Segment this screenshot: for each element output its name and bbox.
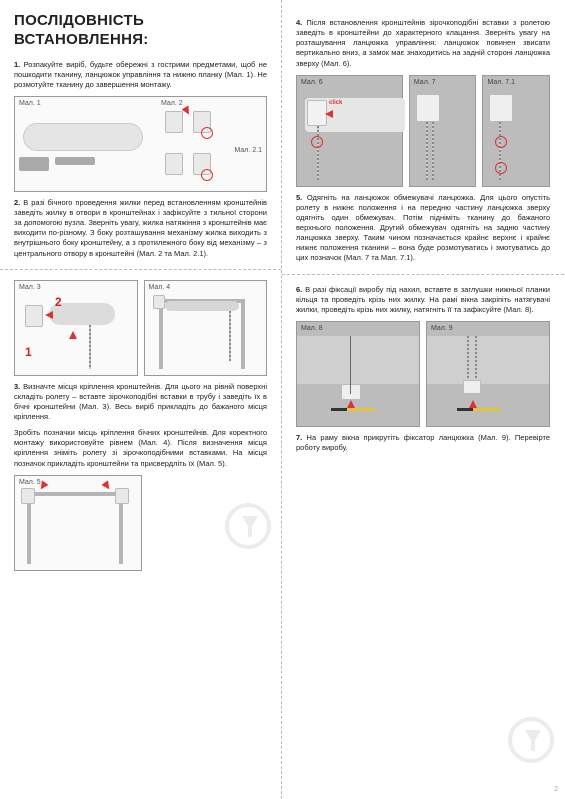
figure-7: Мал. 7 xyxy=(409,75,477,187)
figure-1-2-21: Мал. 1 Мал. 2 Мал. 2.1 xyxy=(14,96,267,192)
watermark-icon xyxy=(225,503,271,549)
fig-label-7: Мал. 7 xyxy=(414,79,436,88)
fig-label-6: Мал. 6 xyxy=(301,79,323,88)
red-number-2: 2 xyxy=(55,295,62,310)
para-4: 4. Після встановлення кронштейнів зірочк… xyxy=(296,18,550,69)
figure-row-8-9: Мал. 8 Мал. 9 xyxy=(296,321,550,427)
figure-4: Мал. 4 xyxy=(144,280,268,376)
figure-71: Мал. 7.1 xyxy=(482,75,550,187)
para-5: 5. Одягніть на ланцюжок обмежувачі ланцю… xyxy=(296,193,550,264)
figure-8: Мал. 8 xyxy=(296,321,420,427)
figure-row-3-4: Мал. 3 1 2 Мал. 4 xyxy=(14,280,267,376)
red-number-1: 1 xyxy=(25,345,32,360)
figure-6: Мал. 6 click xyxy=(296,75,403,187)
fig-label-9: Мал. 9 xyxy=(431,325,453,334)
fig-label-71: Мал. 7.1 xyxy=(487,79,515,88)
fig-label-1: Мал. 1 xyxy=(19,100,41,109)
para-6: 6. В разі фіксації виробу під нахил, вст… xyxy=(296,285,550,315)
right-column: 4. Після встановлення кронштейнів зірочк… xyxy=(282,0,564,799)
para-3b: Зробіть позначки місць кріплення бічних … xyxy=(14,428,267,469)
figure-3: Мал. 3 1 2 xyxy=(14,280,138,376)
page-title: ПОСЛІДОВНІСТЬ ВСТАНОВЛЕННЯ: xyxy=(14,12,267,50)
para-2: 2. В разі бічного проведення жилки перед… xyxy=(14,198,267,259)
page: ПОСЛІДОВНІСТЬ ВСТАНОВЛЕННЯ: 1. Розпакуйт… xyxy=(0,0,565,799)
fig-label-8: Мал. 8 xyxy=(301,325,323,334)
figure-row-6-7-71: Мал. 6 click Мал. 7 Мал. 7.1 xyxy=(296,75,550,187)
section-divider-right xyxy=(282,274,564,275)
watermark-icon xyxy=(508,717,554,763)
click-text: click xyxy=(329,100,342,108)
left-column: ПОСЛІДОВНІСТЬ ВСТАНОВЛЕННЯ: 1. Розпакуйт… xyxy=(0,0,282,799)
fig-label-4: Мал. 4 xyxy=(149,284,171,293)
section-divider-left xyxy=(0,269,281,270)
fig-label-3: Мал. 3 xyxy=(19,284,41,293)
fig-label-2: Мал. 2 xyxy=(161,100,183,109)
para-1: 1. Розпакуйте виріб, будьте обережні з г… xyxy=(14,60,267,90)
para-7: 7. На раму вікна прикрутіть фіксатор лан… xyxy=(296,433,550,453)
fig-label-21: Мал. 2.1 xyxy=(234,147,262,156)
page-number: 2 xyxy=(554,786,558,795)
figure-9: Мал. 9 xyxy=(426,321,550,427)
figure-5: Мал. 5 xyxy=(14,475,142,571)
para-3: 3. Визначте місця кріплення кронштейнів.… xyxy=(14,382,267,423)
